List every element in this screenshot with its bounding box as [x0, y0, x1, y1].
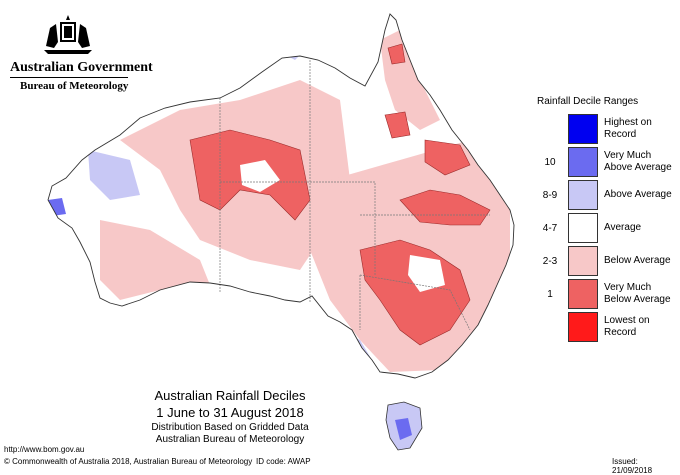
map-period: 1 June to 31 August 2018 — [156, 405, 304, 420]
legend-item-swatch — [568, 213, 598, 243]
legend-item: Lowest on Record — [540, 312, 680, 346]
legend-item-swatch — [568, 114, 598, 144]
legend-item: Highest on Record — [540, 114, 680, 148]
legend-item: 1 Very Much Below Average — [540, 279, 680, 313]
bureau-name: Bureau of Meteorology — [20, 80, 129, 92]
coat-of-arms-icon — [44, 15, 92, 54]
legend-item-code: 4-7 — [542, 223, 558, 234]
legend-item-swatch — [568, 312, 598, 342]
legend-item: 2-3 Below Average — [540, 246, 680, 280]
issued-date: Issued: 21/09/2018 — [612, 457, 653, 475]
legend-item-code: 10 — [544, 157, 556, 168]
legend-item: 8-9 Above Average — [540, 180, 680, 214]
mainland — [47, 13, 515, 379]
id-code: ID code: AWAP — [256, 457, 311, 466]
legend-item: 10 Very Much Above Average — [540, 147, 680, 181]
legend-item-label: Below Average — [604, 255, 671, 266]
legend-item-code: 8-9 — [542, 190, 558, 201]
map-title: Australian Rainfall Deciles — [154, 388, 306, 403]
legend-item-label: Very Much Above Average — [604, 150, 672, 173]
legend-title: Rainfall Decile Ranges — [537, 96, 639, 107]
legend-item-code: 1 — [547, 289, 553, 300]
legend-item-label: Above Average — [604, 189, 672, 200]
map-source: Australian Bureau of Meteorology — [155, 434, 305, 445]
bom-url-link[interactable]: http://www.bom.gov.au — [4, 445, 85, 454]
legend-item-label: Average — [604, 222, 642, 233]
header-divider — [10, 77, 128, 78]
legend-item-label: Lowest on Record — [604, 315, 650, 338]
map-note: Distribution Based on Gridded Data — [151, 422, 309, 433]
gov-name: Australian Government — [10, 60, 153, 75]
legend-item-label: Highest on Record — [604, 117, 652, 140]
legend-item: 4-7 Average — [540, 213, 680, 247]
copyright-text: © Commonwealth of Australia 2018, Austra… — [4, 457, 253, 466]
legend-item-label: Very Much Below Average — [604, 282, 671, 305]
legend-item-swatch — [568, 180, 598, 210]
legend-item-swatch — [568, 279, 598, 309]
legend-item-code: 2-3 — [542, 256, 558, 267]
legend-item-swatch — [568, 147, 598, 177]
legend-item-swatch — [568, 246, 598, 276]
tasmania — [385, 401, 423, 451]
